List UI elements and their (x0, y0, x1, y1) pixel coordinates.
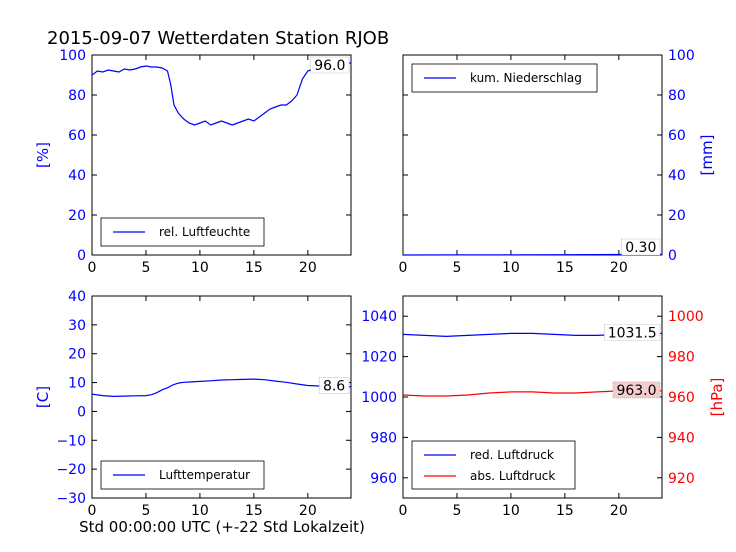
x-tick-label: 20 (299, 503, 317, 519)
y-tick-label-right: 920 (668, 471, 695, 487)
panel-humidity: 0 5 10 15 20 0 20 40 60 80 100 [%] rel. Luftfeuchte 9… (34, 48, 352, 276)
y-tick-label: 20 (68, 347, 86, 363)
y-axis-label: [mm] (698, 135, 716, 176)
value-annotation-box (604, 324, 661, 341)
y-tick-label: 80 (68, 88, 86, 104)
y-tick-label: 20 (668, 208, 686, 224)
x-tick-label: 0 (88, 260, 97, 276)
legend-label: Lufttemperatur (159, 468, 250, 482)
legend-label: red. Luftdruck (470, 448, 554, 462)
x-tick-label: 0 (399, 503, 408, 519)
x-tick-label: 10 (502, 503, 520, 519)
y-tick-label: 40 (68, 289, 86, 305)
x-tick-label: 5 (141, 260, 150, 276)
value-annotation: 8.6 (323, 379, 345, 395)
y-tick-label: 1000 (361, 390, 397, 406)
legend: kum. Niederschlag (411, 63, 598, 93)
x-axis-label: Std 00:00:00 UTC (+-22 Std Lokalzeit) (79, 518, 365, 536)
y-tick-label: 30 (68, 318, 86, 334)
y-tick-label: 100 (59, 48, 86, 64)
y-tick-label: −20 (56, 462, 86, 478)
y-tick-label: 60 (68, 128, 86, 144)
legend-box (411, 440, 576, 490)
legend: rel. Luftfeuchte (100, 217, 265, 247)
x-tick-label: 10 (191, 503, 209, 519)
y-axis-label-right: [hPa] (708, 378, 726, 417)
panel-temperature: 0 5 10 15 20 −30 −20 −10 0 10 20 30 40 [C] Lufttempera… (34, 289, 352, 519)
value-annotation: 1031.5 (608, 325, 657, 341)
series-line (91, 62, 351, 126)
y-tick-label: 0 (668, 248, 677, 264)
legend-label: abs. Luftdruck (470, 469, 555, 483)
x-tick-label: 5 (452, 260, 461, 276)
y-tick-label: 980 (370, 430, 397, 446)
y-tick-label: 960 (370, 471, 397, 487)
x-tick-label: 20 (610, 260, 628, 276)
value-annotation: 963.0 (616, 383, 656, 399)
y-tick-label-right: 1000 (668, 309, 704, 325)
value-annotation-box (621, 238, 661, 256)
y-axis-label: [%] (34, 142, 52, 168)
series-line (91, 378, 351, 398)
legend: Lufttemperatur (100, 460, 265, 490)
x-tick-label: 10 (502, 260, 520, 276)
value-annotation-box (612, 381, 661, 399)
y-tick-label: 1020 (361, 350, 397, 366)
y-tick-label-right: 940 (668, 430, 695, 446)
legend-label: rel. Luftfeuchte (159, 225, 250, 239)
x-tick-label: 5 (452, 503, 461, 519)
value-annotation: 0.30 (625, 240, 656, 256)
x-tick-label: 0 (399, 260, 408, 276)
value-annotation: 96.0 (314, 58, 345, 74)
x-tick-label: 15 (245, 503, 263, 519)
x-tick-label: 15 (556, 260, 574, 276)
panel-precipitation: 0 5 10 15 20 0 20 40 60 80 100 [mm] kum. Niederschla… (399, 48, 716, 276)
x-tick-label: 15 (556, 503, 574, 519)
y-tick-label: 100 (668, 48, 695, 64)
legend-label: kum. Niederschlag (470, 71, 582, 85)
y-tick-label: 60 (668, 128, 686, 144)
y-tick-label: 0 (77, 248, 86, 264)
y-axis-label: [C] (34, 386, 52, 408)
y-tick-label: 40 (68, 168, 86, 184)
y-tick-label: 0 (77, 404, 86, 420)
x-tick-label: 10 (191, 260, 209, 276)
x-tick-label: 0 (88, 503, 97, 519)
y-tick-label: −30 (56, 491, 86, 507)
value-annotation-box (310, 56, 350, 74)
x-tick-label: 15 (245, 260, 263, 276)
y-tick-label-right: 960 (668, 390, 695, 406)
x-tick-label: 20 (610, 503, 628, 519)
x-tick-label: 20 (299, 260, 317, 276)
plot-frame (91, 295, 352, 499)
y-tick-label: −10 (56, 433, 86, 449)
x-tick-label: 5 (141, 503, 150, 519)
plot-frame (91, 54, 352, 256)
y-tick-label: 40 (668, 168, 686, 184)
panel-pressure: 0 5 10 15 20 960 980 1000 1020 1040 920 940 960 980 10… (361, 295, 726, 519)
value-annotation-box (318, 377, 350, 394)
y-tick-label-right: 980 (668, 350, 695, 366)
y-tick-label: 1040 (361, 309, 397, 325)
chart-title: 2015-09-07 Wetterdaten Station RJOB (47, 28, 389, 49)
y-tick-label: 20 (68, 208, 86, 224)
y-tick-label: 10 (68, 376, 86, 392)
y-tick-label: 80 (668, 88, 686, 104)
legend: red. Luftdruck abs. Luftdruck (411, 440, 576, 490)
